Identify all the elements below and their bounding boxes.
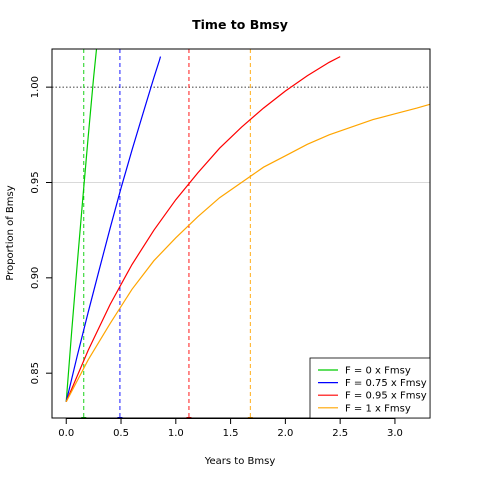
series-line-2: [65, 56, 341, 403]
y-tick-label-3: 1.00: [30, 76, 41, 98]
legend-label-2: F = 0.95 x Fmsy: [345, 391, 427, 402]
legend-label-3: F = 1 x Fmsy: [345, 403, 411, 414]
x-tick-label-1: 0.5: [113, 428, 129, 439]
series-line-1: [65, 56, 162, 402]
legend-label-1: F = 0.75 x Fmsy: [345, 378, 427, 389]
x-tick-label-6: 3.0: [387, 428, 403, 439]
y-axis-label: Proportion of Bmsy: [5, 185, 16, 280]
x-axis: 0.0 0.5 1.0 1.5 2.0 2.5 3.0: [58, 418, 403, 439]
reference-lines: [52, 86, 430, 183]
series-line-3: [65, 103, 430, 403]
y-axis: 0.85 0.90 0.95 1.00: [30, 76, 52, 384]
chart-title: Time to Bmsy: [192, 17, 288, 32]
target-time-lines: [83, 49, 251, 418]
x-tick-label-2: 1.0: [168, 428, 184, 439]
series-lines: [65, 49, 430, 403]
y-tick-label-0: 0.85: [30, 362, 41, 384]
x-tick-label-3: 1.5: [223, 428, 239, 439]
x-tick-label-4: 2.0: [277, 428, 293, 439]
x-tick-label-5: 2.5: [332, 428, 348, 439]
series-line-0: [65, 49, 98, 402]
y-tick-label-1: 0.90: [30, 267, 41, 289]
x-axis-label: Years to Bmsy: [204, 456, 276, 467]
y-tick-label-2: 0.95: [30, 171, 41, 193]
x-tick-label-0: 0.0: [58, 428, 74, 439]
legend-label-0: F = 0 x Fmsy: [345, 366, 411, 377]
